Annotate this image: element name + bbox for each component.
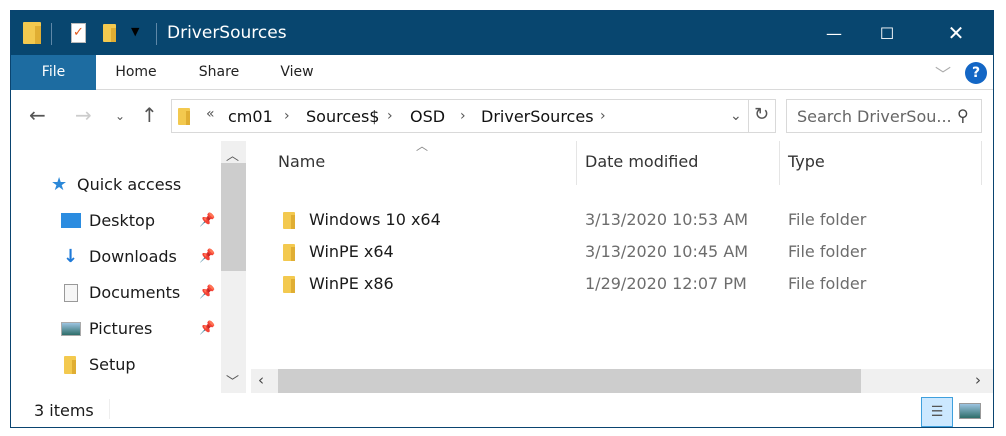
scroll-up-icon[interactable]: ︿ (226, 149, 240, 164)
folder-icon (283, 276, 295, 294)
chevron-right-icon[interactable]: › (284, 108, 290, 124)
crumb-osd[interactable]: OSD (410, 107, 446, 126)
address-bar[interactable]: « cm01 › Sources$ › OSD › DriverSources … (171, 99, 776, 133)
pin-icon[interactable]: 📌 (199, 213, 216, 228)
pin-icon[interactable]: 📌 (199, 249, 216, 264)
tab-home[interactable]: Home (115, 64, 157, 80)
chevron-right-icon[interactable]: › (600, 108, 606, 124)
minimize-button[interactable]: — (826, 23, 842, 43)
tab-view[interactable]: View (280, 64, 314, 80)
pictures-icon (61, 322, 81, 336)
folder-icon (64, 356, 76, 374)
refresh-icon[interactable]: ↻ (754, 104, 770, 125)
nav-pictures[interactable]: Pictures 📌 (11, 311, 221, 347)
tab-file[interactable]: File (11, 55, 96, 90)
item-count: 3 items (34, 401, 94, 420)
folder-icon (178, 108, 190, 126)
up-button[interactable]: ↑ (141, 103, 158, 127)
document-icon (64, 284, 78, 302)
status-bar: 3 items ☰ (11, 393, 993, 427)
nav-vertical-scrollbar[interactable]: ︿ ﹀ (221, 141, 246, 393)
download-icon: ↓ (63, 246, 79, 267)
back-button[interactable]: ← (29, 103, 46, 127)
nav-desktop[interactable]: Desktop 📌 (11, 203, 221, 239)
star-icon: ★ (51, 174, 68, 195)
column-name[interactable]: Name (278, 152, 326, 171)
desktop-icon (61, 213, 81, 228)
scroll-right-icon[interactable]: › (975, 371, 981, 389)
chevron-right-icon[interactable]: › (387, 108, 393, 124)
nav-downloads[interactable]: ↓ Downloads 📌 (11, 239, 221, 275)
column-date-modified[interactable]: Date modified (585, 152, 699, 171)
new-folder-icon[interactable] (103, 24, 116, 42)
customize-toolbar-icon[interactable]: ▼ (131, 25, 140, 38)
tab-share[interactable]: Share (198, 64, 240, 80)
nav-quick-access[interactable]: ★ Quick access (11, 167, 221, 203)
search-icon: ⚲ (957, 106, 969, 125)
search-input[interactable]: Search DriverSou... ⚲ (786, 99, 982, 133)
scroll-thumb[interactable] (221, 163, 246, 271)
close-button[interactable]: ✕ (947, 21, 965, 45)
recent-locations-button[interactable]: ⌄ (115, 109, 126, 123)
chevron-right-icon[interactable]: › (460, 108, 466, 124)
folder-icon (283, 212, 295, 230)
scroll-thumb[interactable] (278, 369, 861, 393)
address-dropdown-icon[interactable]: ⌄ (730, 108, 742, 124)
properties-icon[interactable]: ✓ (71, 23, 86, 43)
address-row: ← → ⌄ ↑ « cm01 › Sources$ › OSD › Driver… (11, 91, 993, 141)
scroll-left-icon[interactable]: ‹ (258, 371, 264, 389)
file-row[interactable]: WinPE x64 3/13/2020 10:45 AM File folder (251, 236, 993, 268)
file-row[interactable]: Windows 10 x64 3/13/2020 10:53 AM File fol… (251, 204, 993, 236)
crumb-cm01[interactable]: cm01 (228, 107, 273, 126)
file-list: ︿ Name Date modified Type Windows 10 x64… (251, 139, 993, 369)
maximize-button[interactable]: ☐ (879, 23, 895, 43)
crumb-driversources[interactable]: DriverSources (481, 107, 594, 126)
nav-setup[interactable]: Setup (11, 347, 221, 383)
crumb-sources[interactable]: Sources$ (306, 107, 380, 126)
details-view-button[interactable]: ☰ (921, 397, 953, 427)
pin-icon[interactable]: 📌 (199, 321, 216, 336)
large-icons-view-button[interactable] (959, 403, 981, 419)
explorer-window: ✓ ▼ DriverSources — ☐ ✕ File Home Share … (10, 10, 994, 428)
help-button[interactable]: ? (965, 62, 987, 84)
column-type[interactable]: Type (788, 152, 825, 171)
folder-icon (23, 22, 41, 45)
horizontal-scrollbar[interactable]: ‹ › (251, 369, 993, 393)
folder-icon (283, 244, 295, 262)
pin-icon[interactable]: 📌 (199, 285, 216, 300)
expand-ribbon-icon[interactable]: ﹀ (935, 65, 952, 84)
ribbon: File Home Share View ﹀ ? (11, 55, 993, 90)
title-bar: ✓ ▼ DriverSources — ☐ ✕ (11, 11, 993, 55)
sort-ascending-icon: ︿ (416, 139, 429, 153)
file-row[interactable]: WinPE x86 1/29/2020 12:07 PM File folder (251, 268, 993, 300)
navigation-pane: ★ Quick access Desktop 📌 ↓ Downloads 📌 Docum… (11, 141, 221, 393)
scroll-down-icon[interactable]: ﹀ (226, 375, 240, 390)
forward-button[interactable]: → (75, 103, 92, 127)
nav-documents[interactable]: Documents 📌 (11, 275, 221, 311)
overflow-button[interactable]: « (206, 106, 215, 122)
window-title: DriverSources (167, 23, 287, 43)
